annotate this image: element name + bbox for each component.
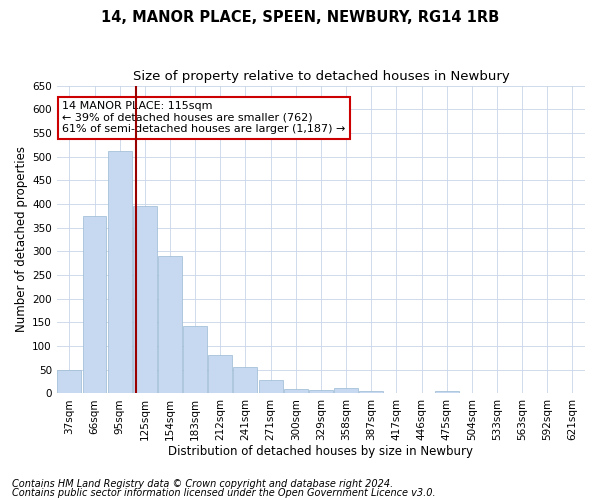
Bar — [233, 368, 257, 394]
Y-axis label: Number of detached properties: Number of detached properties — [15, 146, 28, 332]
Bar — [208, 356, 232, 394]
Bar — [158, 256, 182, 394]
Bar — [284, 388, 308, 394]
Bar — [108, 151, 131, 394]
X-axis label: Distribution of detached houses by size in Newbury: Distribution of detached houses by size … — [169, 444, 473, 458]
Text: 14, MANOR PLACE, SPEEN, NEWBURY, RG14 1RB: 14, MANOR PLACE, SPEEN, NEWBURY, RG14 1R… — [101, 10, 499, 25]
Bar — [259, 380, 283, 394]
Text: Contains public sector information licensed under the Open Government Licence v3: Contains public sector information licen… — [12, 488, 436, 498]
Text: 14 MANOR PLACE: 115sqm
← 39% of detached houses are smaller (762)
61% of semi-de: 14 MANOR PLACE: 115sqm ← 39% of detached… — [62, 101, 346, 134]
Bar — [133, 206, 157, 394]
Text: Contains HM Land Registry data © Crown copyright and database right 2024.: Contains HM Land Registry data © Crown c… — [12, 479, 393, 489]
Bar — [435, 392, 458, 394]
Title: Size of property relative to detached houses in Newbury: Size of property relative to detached ho… — [133, 70, 509, 83]
Bar — [309, 390, 333, 394]
Bar — [183, 326, 207, 394]
Bar — [359, 392, 383, 394]
Bar — [334, 388, 358, 394]
Bar — [58, 370, 82, 394]
Bar — [83, 216, 106, 394]
